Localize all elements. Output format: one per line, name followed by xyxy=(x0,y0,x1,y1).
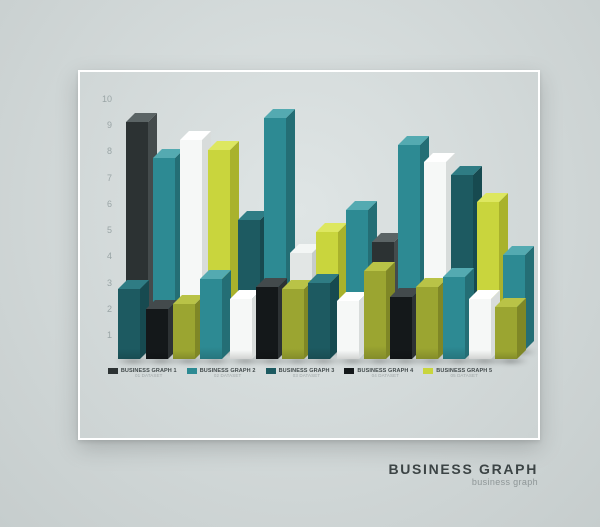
y-tick: 1 xyxy=(92,330,112,340)
y-tick: 8 xyxy=(92,146,112,156)
title-sub: business graph xyxy=(388,477,538,487)
legend-item: BUSINESS GRAPH 404 DATASET xyxy=(344,368,413,378)
title-main: BUSINESS GRAPH xyxy=(388,461,538,477)
bar-chart xyxy=(118,90,508,350)
legend-item: BUSINESS GRAPH 101 DATASET xyxy=(108,368,177,378)
y-tick: 2 xyxy=(92,304,112,314)
page-title: BUSINESS GRAPH business graph xyxy=(388,461,538,487)
bar xyxy=(495,298,526,359)
y-tick: 5 xyxy=(92,225,112,235)
bar xyxy=(118,280,149,359)
y-tick: 10 xyxy=(92,94,112,104)
bar xyxy=(200,270,231,359)
legend: BUSINESS GRAPH 101 DATASET BUSINESS GRAPH… xyxy=(0,368,600,379)
legend-item: BUSINESS GRAPH 505 DATASET xyxy=(423,368,492,378)
stage: 12345678910 BUSINESS GRAPH 101 DATASETBU… xyxy=(0,0,600,527)
bar xyxy=(308,274,339,359)
y-tick: 4 xyxy=(92,251,112,261)
y-tick: 7 xyxy=(92,173,112,183)
y-tick: 9 xyxy=(92,120,112,130)
y-tick: 6 xyxy=(92,199,112,209)
legend-item: BUSINESS GRAPH 303 DATASET xyxy=(266,368,335,378)
y-tick: 3 xyxy=(92,278,112,288)
legend-item: BUSINESS GRAPH 202 DATASET xyxy=(187,368,256,378)
